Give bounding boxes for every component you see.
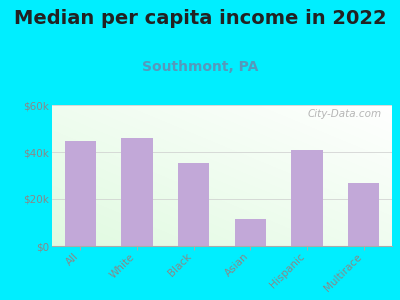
Text: City-Data.com: City-Data.com	[308, 109, 382, 119]
Bar	[178, 163, 209, 246]
Bar	[348, 182, 379, 246]
Bar	[292, 150, 322, 246]
Text: Median per capita income in 2022: Median per capita income in 2022	[14, 9, 386, 28]
Text: Southmont, PA: Southmont, PA	[142, 60, 258, 74]
Bar	[65, 141, 96, 246]
Bar	[235, 219, 266, 246]
Bar	[122, 138, 152, 246]
